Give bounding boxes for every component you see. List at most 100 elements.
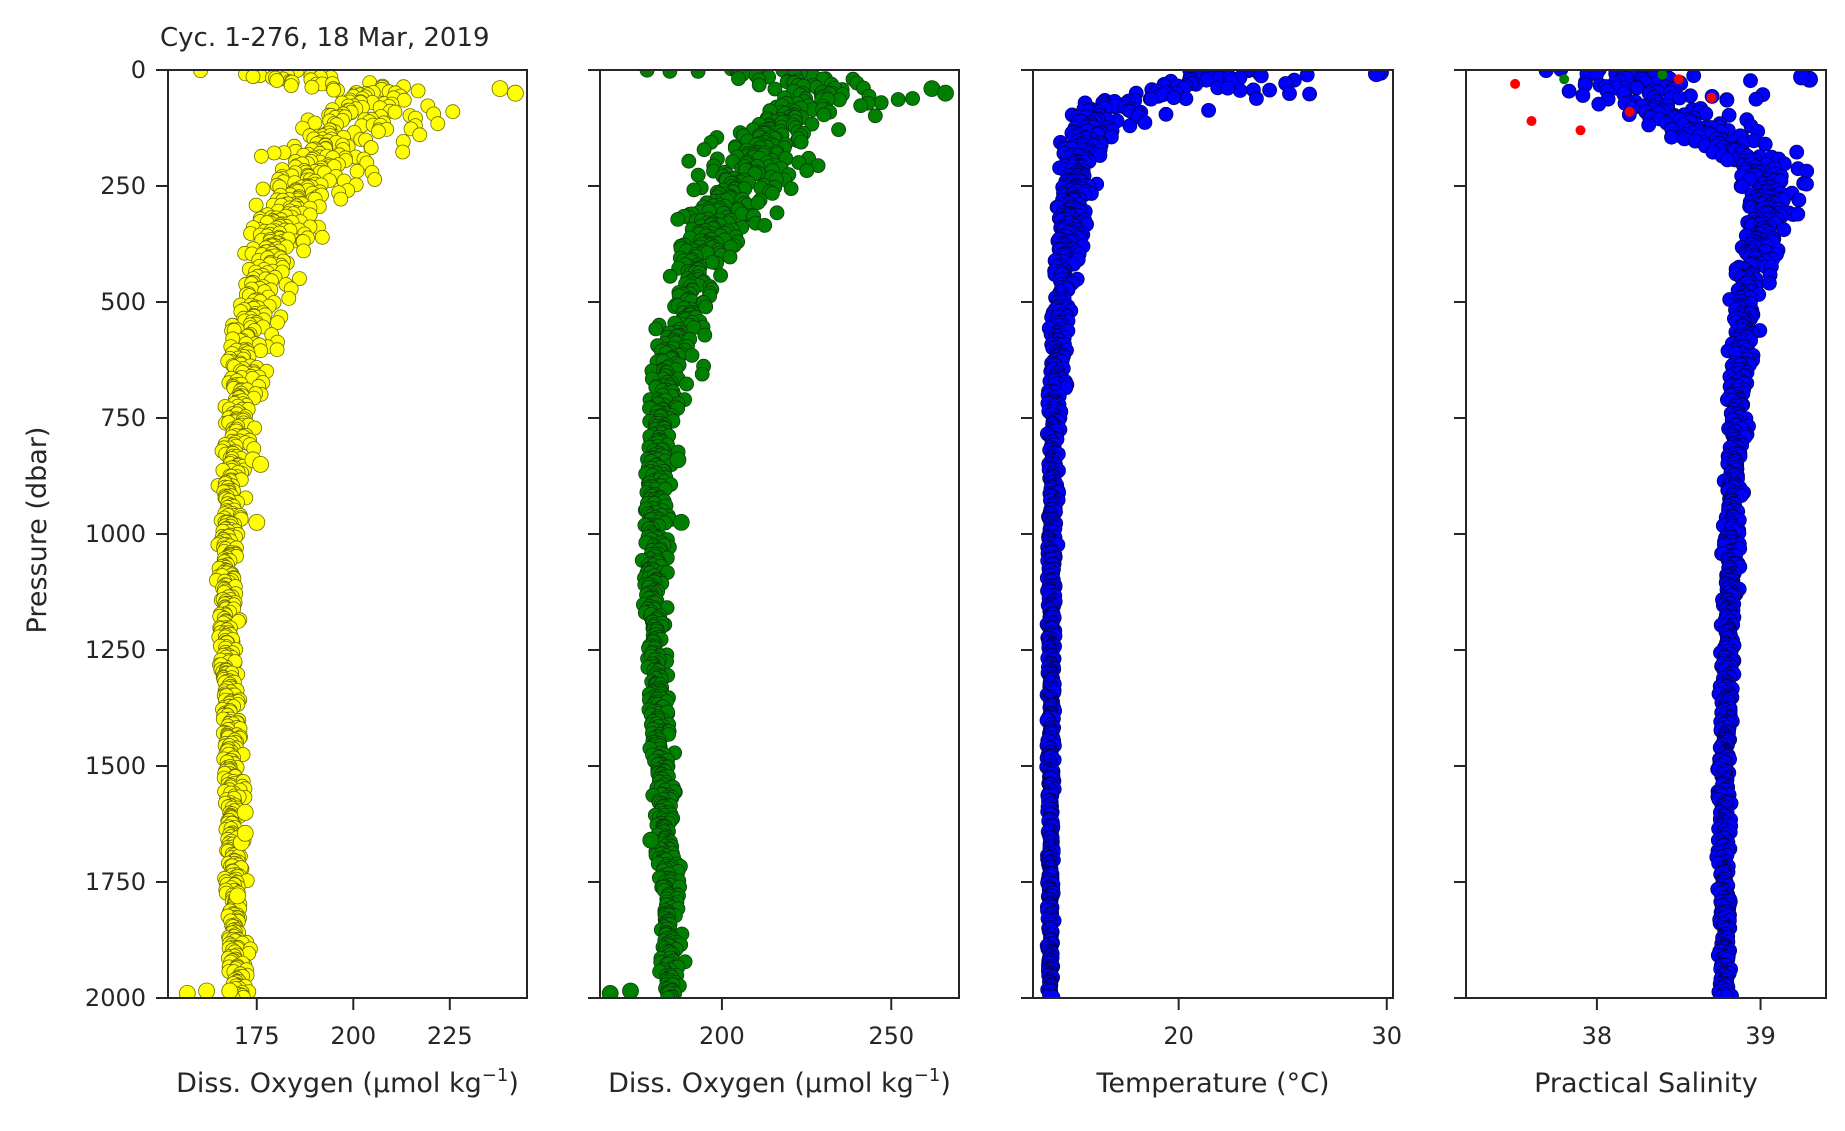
data-point <box>283 78 299 93</box>
data-point <box>1686 70 1702 84</box>
data-point <box>853 98 869 113</box>
data-point <box>1591 96 1607 112</box>
figure-title: Cyc. 1-276, 18 Mar, 2019 <box>160 23 490 53</box>
data-point <box>867 108 883 124</box>
x-tick-label: 175 <box>234 1022 280 1050</box>
data-point <box>1762 275 1777 291</box>
data-point <box>281 290 297 306</box>
data-point <box>1249 91 1264 106</box>
data-point <box>198 982 215 998</box>
x-tick-label: 38 <box>1582 1022 1613 1050</box>
x-tick-label: 39 <box>1745 1022 1776 1050</box>
data-point <box>1799 163 1815 179</box>
x-tick-label: 200 <box>699 1022 745 1050</box>
y-tick-label: 1500 <box>85 752 146 780</box>
data-point <box>767 81 783 97</box>
data-point <box>412 127 428 143</box>
data-point <box>642 831 660 849</box>
y-tick-label: 250 <box>100 172 146 200</box>
data-point <box>266 145 282 161</box>
x-tick-label: 30 <box>1371 1022 1402 1050</box>
y-tick-label: 750 <box>100 404 146 432</box>
data-point <box>648 321 664 337</box>
x-tick-label: 200 <box>330 1022 376 1050</box>
data-point <box>1253 70 1269 84</box>
data-point <box>387 104 403 120</box>
data-point <box>905 91 920 106</box>
data-point <box>252 455 270 473</box>
data-point <box>1368 70 1385 83</box>
data-point <box>694 366 710 382</box>
data-point <box>750 195 766 211</box>
y-axis-label: Pressure (dbar) <box>22 427 53 634</box>
y-tick-label: 500 <box>100 288 146 316</box>
data-point <box>1143 91 1159 107</box>
data-point <box>314 229 330 245</box>
plot-area <box>1039 70 1389 998</box>
data-point <box>1657 70 1668 80</box>
data-point <box>255 181 271 197</box>
data-point <box>681 153 697 169</box>
data-point <box>363 140 379 156</box>
data-point <box>660 990 676 998</box>
x-axis-label: Temperature (°C) <box>1095 1068 1329 1099</box>
data-point <box>491 80 509 97</box>
data-point <box>269 73 285 88</box>
data-point <box>690 167 706 183</box>
data-point <box>890 92 906 107</box>
data-point <box>799 163 815 179</box>
data-point <box>1799 176 1814 192</box>
data-point <box>1719 989 1734 998</box>
data-point <box>1122 118 1138 134</box>
y-tick-label: 1250 <box>85 636 146 664</box>
data-point <box>662 268 678 284</box>
data-point <box>248 197 264 213</box>
data-point <box>229 887 246 905</box>
data-point <box>1719 92 1735 108</box>
data-point <box>333 191 349 207</box>
series-1 <box>178 70 524 998</box>
data-point <box>1721 107 1737 123</box>
data-point <box>672 514 690 531</box>
x-axis-label: Diss. Oxygen (μmol kg−1) <box>176 1065 519 1099</box>
data-point <box>1706 92 1717 103</box>
data-point <box>1791 192 1807 208</box>
data-point <box>1232 83 1248 98</box>
data-point <box>1166 90 1182 106</box>
data-point <box>713 267 728 283</box>
data-point <box>270 315 285 331</box>
x-tick-label: 225 <box>427 1022 473 1050</box>
data-point <box>221 982 239 998</box>
series-1 <box>1039 70 1389 998</box>
y-tick-label: 2000 <box>85 984 146 1012</box>
data-point <box>367 172 383 187</box>
data-point <box>1299 70 1315 83</box>
y-tick-label: 1000 <box>85 520 146 548</box>
data-point <box>1158 106 1174 122</box>
data-point <box>395 144 411 160</box>
data-point <box>1559 74 1570 85</box>
data-point <box>1561 83 1577 99</box>
y-tick-label: 1750 <box>85 868 146 896</box>
data-point <box>1664 129 1679 145</box>
data-point <box>696 142 712 158</box>
data-point <box>1575 88 1591 103</box>
data-point <box>765 185 780 201</box>
data-point <box>1137 115 1153 130</box>
data-point <box>1641 117 1657 133</box>
data-point <box>1734 179 1750 195</box>
data-point <box>793 134 809 150</box>
plot-area <box>601 70 954 998</box>
data-point <box>1793 70 1810 86</box>
data-point <box>670 211 686 227</box>
plot-area <box>178 70 524 998</box>
data-point <box>1673 74 1684 85</box>
data-point <box>326 82 342 98</box>
data-point <box>292 271 307 287</box>
data-point <box>1748 91 1764 107</box>
data-point <box>245 70 261 84</box>
data-point <box>1201 103 1216 118</box>
